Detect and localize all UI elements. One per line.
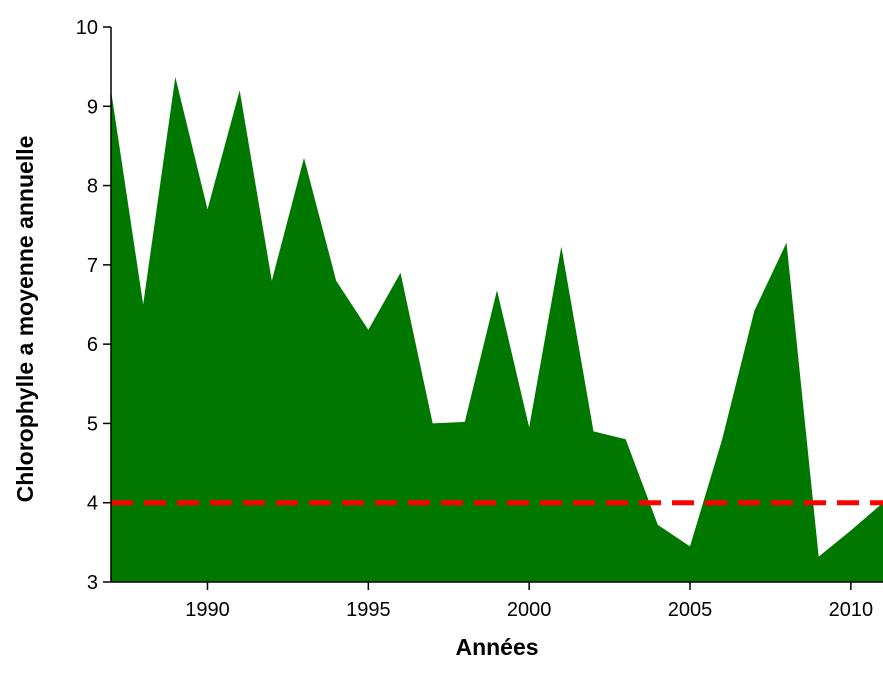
area-series-0 [111, 76, 883, 582]
y-tick-label-10: 10 [76, 17, 98, 39]
y-axis-title: Chlorophylle a moyenne annuelle [12, 136, 38, 503]
axes: 3 4 5 6 7 8 9 10 1990 1995 2000 2005 2010 [76, 17, 883, 621]
y-tick-label-5: 5 [87, 413, 98, 435]
x-axis-title: Années [455, 634, 538, 660]
y-tick-label-6: 6 [87, 334, 98, 356]
y-tick-label-9: 9 [87, 96, 98, 118]
y-tick-label-7: 7 [87, 255, 98, 277]
x-tick-label-2010: 2010 [829, 599, 874, 621]
x-tick-label-2005: 2005 [668, 599, 713, 621]
x-tick-label-1990: 1990 [185, 599, 230, 621]
plot-area [111, 76, 883, 582]
y-tick-label-8: 8 [87, 176, 98, 198]
y-tick-label-3: 3 [87, 572, 98, 594]
x-tick-label-2000: 2000 [507, 599, 552, 621]
x-tick-label-1995: 1995 [346, 599, 391, 621]
y-tick-label-4: 4 [87, 493, 98, 515]
